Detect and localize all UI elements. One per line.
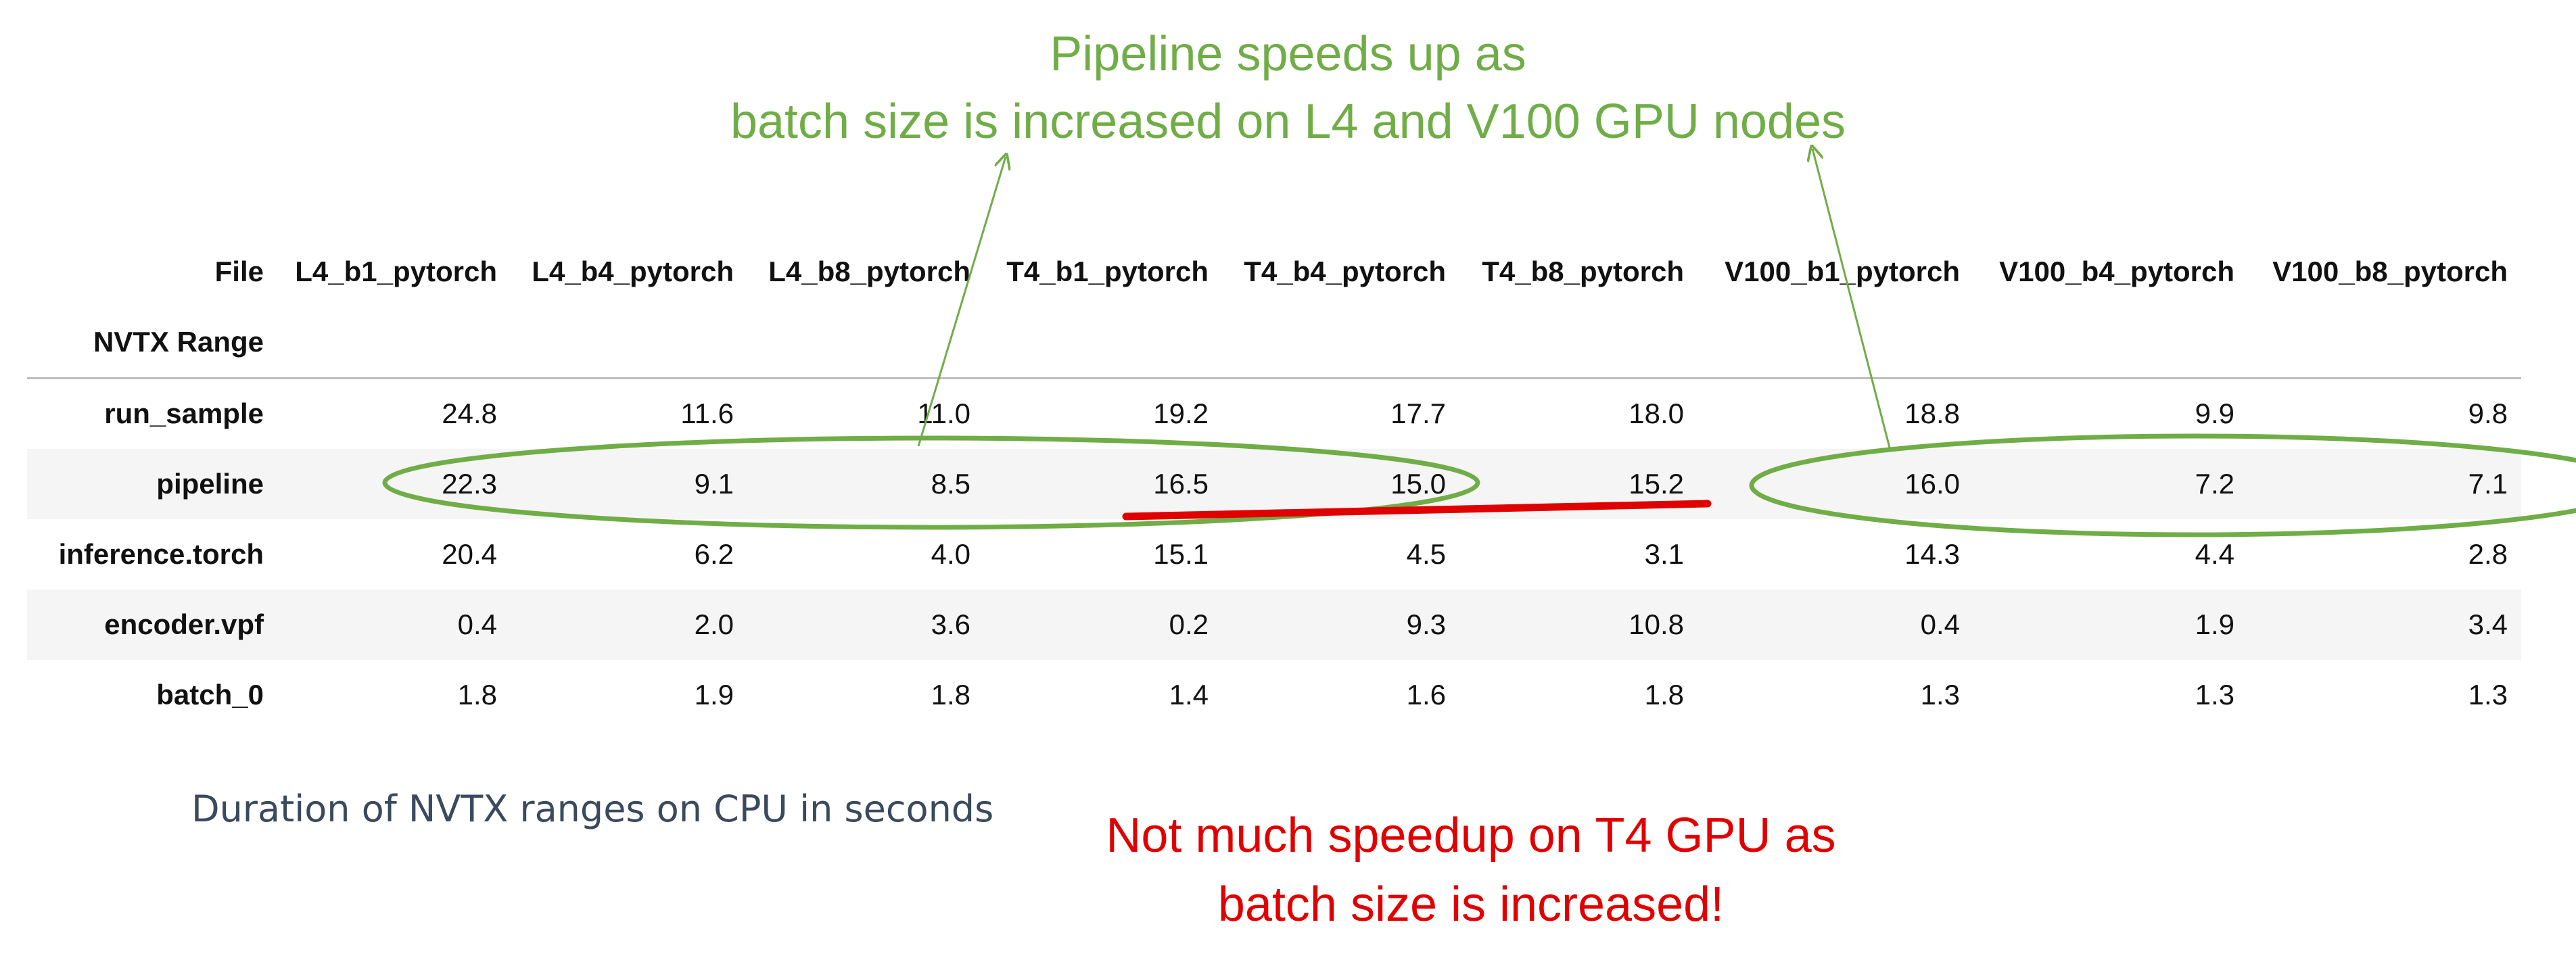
table-cell: 15.0 (1390, 467, 1446, 500)
row-label: inference.torch (58, 537, 264, 570)
table-row: pipeline 22.3 9.1 8.5 16.5 15.0 15.2 16.0 7.2 7.1 (27, 448, 2521, 519)
table-cell: 1.3 (1920, 678, 1960, 711)
table-cell: 9.9 (2195, 398, 2234, 430)
table-cell: 0.4 (1920, 608, 1960, 640)
table-row: inference.torch 20.4 6.2 4.0 15.1 4.5 3.1 14.3 4… (27, 519, 2521, 590)
column-header: L4_b8_pytorch (768, 256, 970, 287)
table-cell: 24.8 (442, 398, 497, 430)
row-label: batch_0 (156, 678, 264, 711)
table-cell: 2.0 (694, 608, 734, 640)
red-annotation-line1: Not much speedup on T4 GPU as (1106, 809, 1836, 863)
table-cell: 9.1 (694, 467, 734, 500)
table-cell: 4.0 (931, 537, 970, 570)
column-header: T4_b8_pytorch (1482, 256, 1684, 287)
table-cell: 1.8 (931, 678, 970, 711)
column-header: L4_b1_pytorch (295, 256, 497, 287)
table-cell: 11.6 (680, 398, 734, 430)
table-cell: 1.9 (694, 678, 734, 711)
table-cell: 8.5 (931, 467, 970, 500)
table-cell: 3.4 (2468, 608, 2508, 640)
red-annotation-line2: batch size is increased! (1217, 877, 1725, 932)
table-cell: 7.2 (2195, 467, 2234, 500)
green-annotation-line2: batch size is increased on L4 and V100 G… (730, 95, 1846, 149)
table-cell: 6.2 (694, 537, 734, 570)
table-cell: 19.2 (1153, 398, 1209, 430)
table-cell: 4.5 (1406, 537, 1446, 570)
table-cell: 9.8 (2468, 398, 2508, 430)
index-header-row: NVTX Range (27, 307, 2521, 379)
column-header: V100_b1_pytorch (1725, 256, 1960, 287)
table-row: batch_0 1.8 1.9 1.8 1.4 1.6 1.8 1.3 1.3 1.3 (27, 660, 2521, 730)
row-label: pipeline (156, 467, 264, 500)
table-cell: 17.7 (1390, 398, 1446, 430)
table-cell: 22.3 (442, 467, 497, 500)
header-label: File (214, 256, 264, 287)
table-cell: 4.4 (2195, 537, 2234, 570)
table-cell: 1.8 (457, 678, 497, 711)
green-annotation-line1: Pipeline speeds up as (1050, 27, 1526, 81)
table-cell: 10.8 (1629, 608, 1684, 640)
column-header-row: File L4_b1_pytorch L4_b4_pytorch L4_b8_p… (27, 237, 2521, 307)
table-cell: 18.0 (1629, 398, 1684, 430)
table-cell: 0.2 (1169, 608, 1209, 640)
table-cell: 1.3 (2468, 678, 2508, 711)
column-header: T4_b4_pytorch (1244, 256, 1446, 287)
table-caption: Duration of NVTX ranges on CPU in second… (191, 788, 994, 830)
table-cell: 11.0 (917, 398, 970, 430)
table-row: run_sample 24.8 11.6 11.0 19.2 17.7 18.0 18.8 9.… (27, 379, 2521, 449)
index-label: NVTX Range (27, 307, 277, 379)
table-body: run_sample 24.8 11.6 11.0 19.2 17.7 18.0 18.8 9.… (27, 379, 2521, 730)
table-cell: 16.0 (1904, 467, 1960, 500)
green-annotation: Pipeline speeds up as batch size is incr… (0, 20, 2576, 155)
column-header: L4_b4_pytorch (532, 256, 734, 287)
table-cell: 16.5 (1153, 467, 1209, 500)
table-cell: 9.3 (1406, 608, 1446, 640)
column-header: V100_b8_pytorch (2272, 256, 2508, 287)
table-cell: 1.8 (1644, 678, 1684, 711)
table-cell: 1.3 (2195, 678, 2234, 711)
table-row: encoder.vpf 0.4 2.0 3.6 0.2 9.3 10.8 0.4 1.9 3.4 (27, 589, 2521, 660)
table-cell: 20.4 (442, 537, 497, 570)
table-cell: 3.1 (1644, 537, 1684, 570)
table-cell: 2.8 (2468, 537, 2508, 570)
table-cell: 0.4 (457, 608, 497, 640)
table-cell: 1.9 (2195, 608, 2234, 640)
table-cell: 1.6 (1406, 678, 1446, 711)
table-cell: 14.3 (1904, 537, 1960, 570)
row-label: run_sample (104, 398, 264, 430)
column-header: V100_b4_pytorch (1999, 256, 2234, 287)
row-label: encoder.vpf (104, 608, 264, 640)
table-cell: 18.8 (1904, 398, 1960, 430)
table-cell: 3.6 (931, 608, 970, 640)
table-cell: 7.1 (2468, 467, 2508, 500)
table-cell: 15.1 (1153, 537, 1209, 570)
red-annotation: Not much speedup on T4 GPU as batch size… (987, 801, 1954, 939)
table-cell: 1.4 (1169, 678, 1209, 711)
table-cell: 15.2 (1629, 467, 1684, 500)
nvtx-duration-table: File L4_b1_pytorch L4_b4_pytorch L4_b8_p… (27, 237, 2521, 730)
column-header: T4_b1_pytorch (1006, 256, 1209, 287)
